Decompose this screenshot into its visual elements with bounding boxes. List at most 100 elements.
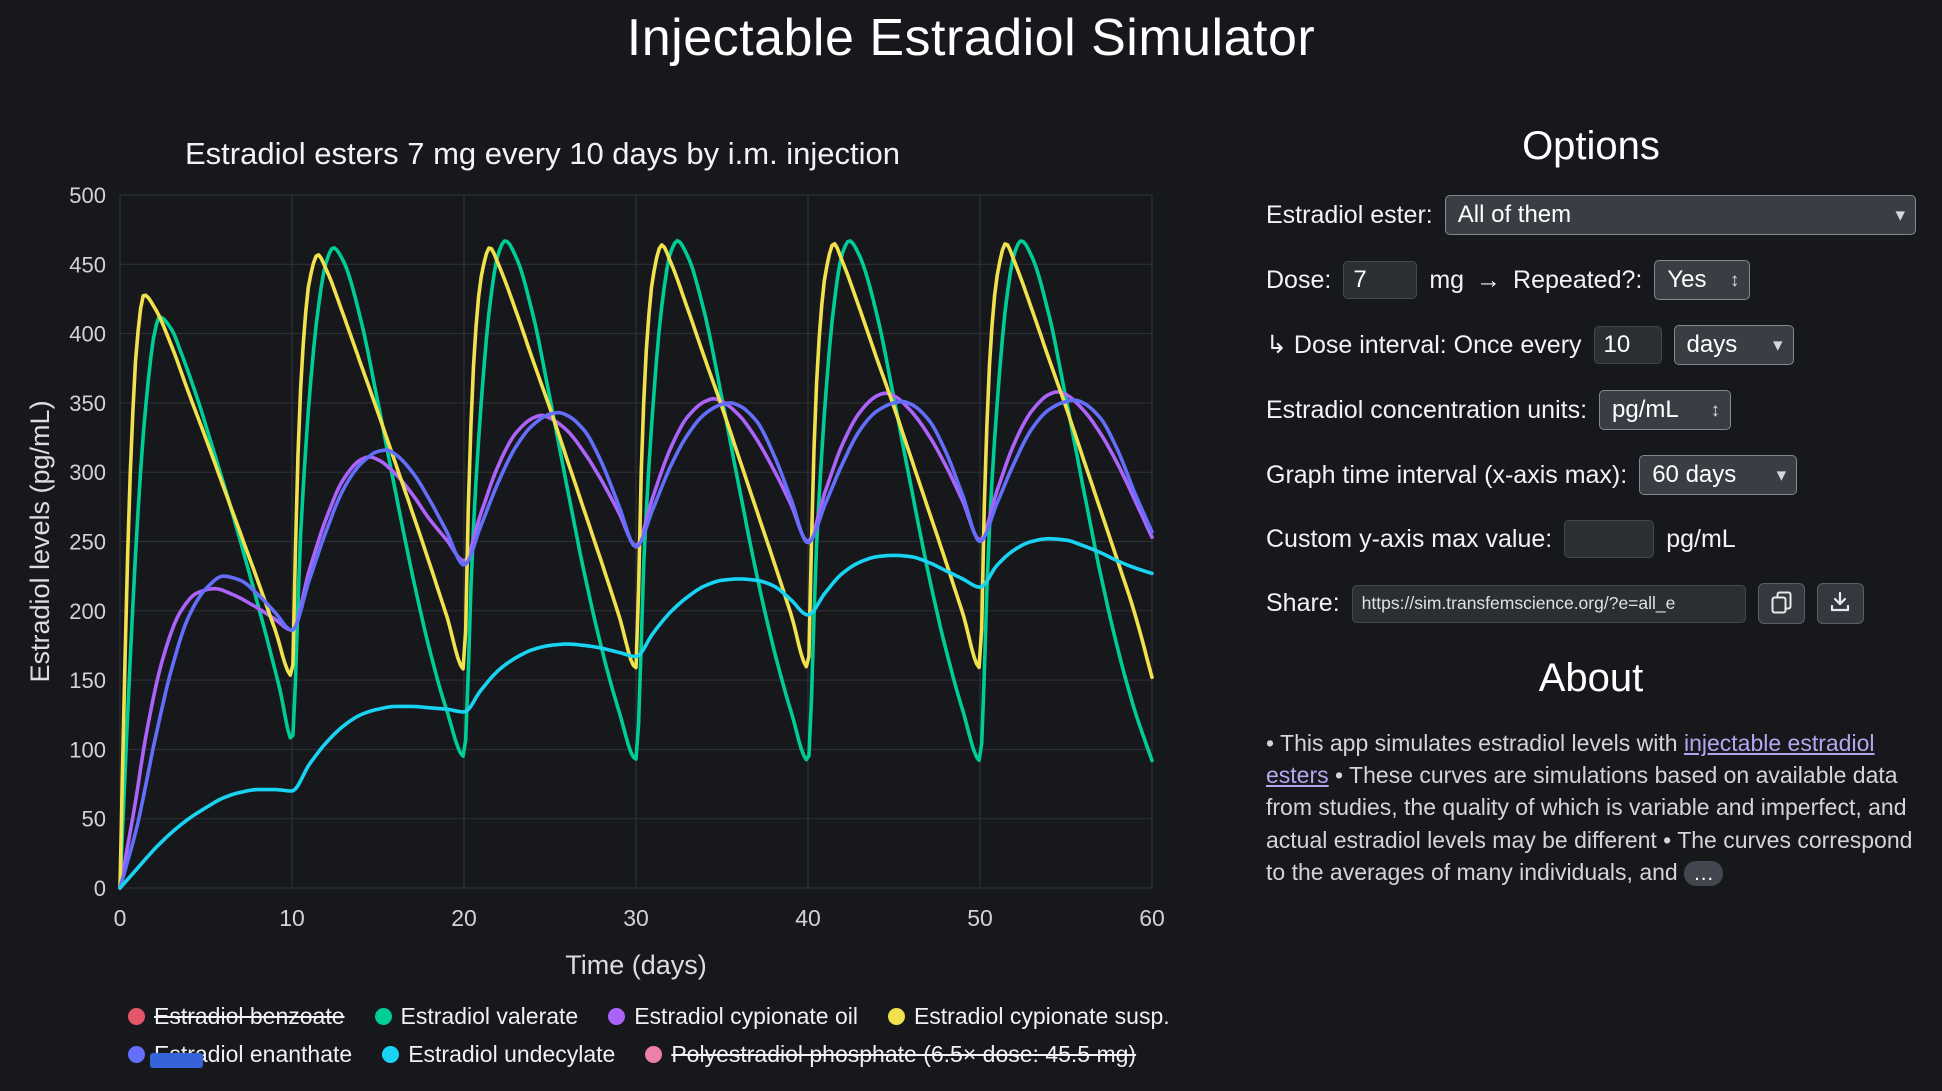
legend-item-estradiol-benzoate[interactable]: Estradiol benzoate bbox=[128, 1003, 345, 1030]
about-text-pre: • This app simulates estradiol levels wi… bbox=[1266, 730, 1684, 756]
dose-interval-unit-select[interactable]: days ▾ bbox=[1673, 325, 1794, 365]
chart-title: Estradiol esters 7 mg every 10 days by i… bbox=[185, 136, 901, 171]
legend-label: Estradiol benzoate bbox=[154, 1003, 345, 1029]
legend-marker-icon bbox=[887, 1008, 905, 1025]
chevron-down-icon: ▾ bbox=[1772, 334, 1783, 356]
y-tick-label: 400 bbox=[69, 322, 106, 347]
units-row: Estradiol concentration units: pg/mL ↕ bbox=[1266, 390, 1916, 430]
ymax-label: Custom y-axis max value: bbox=[1266, 524, 1553, 553]
ymax-row: Custom y-axis max value: pg/mL bbox=[1266, 520, 1916, 558]
legend-marker-icon bbox=[128, 1008, 145, 1025]
options-panel: Options Estradiol ester: All of them ▾ D… bbox=[1266, 124, 1916, 888]
legend-row: Estradiol enanthate Estradiol undecylate P… bbox=[128, 1041, 1170, 1068]
y-tick-label: 300 bbox=[69, 460, 106, 485]
units-select[interactable]: pg/mL ↕ bbox=[1599, 390, 1732, 430]
offscreen-partial-element[interactable] bbox=[150, 1053, 203, 1068]
copy-link-button[interactable] bbox=[1757, 583, 1805, 624]
grid bbox=[119, 194, 1153, 889]
legend-marker-icon bbox=[382, 1046, 400, 1063]
dose-interval-input[interactable] bbox=[1593, 326, 1662, 364]
x-tick-label: 0 bbox=[114, 905, 127, 931]
up-down-icon: ↕ bbox=[1710, 399, 1721, 421]
repeated-select[interactable]: Yes ↕ bbox=[1654, 260, 1751, 300]
dose-interval-label: ↳ Dose interval: Once every bbox=[1266, 331, 1582, 359]
curve-estradiol-enanthate bbox=[118, 398, 1154, 890]
about-text: • This app simulates estradiol levels wi… bbox=[1266, 727, 1916, 888]
y-tick-label: 500 bbox=[69, 183, 106, 208]
curves bbox=[118, 238, 1154, 890]
legend-item-estradiol-undecylate[interactable]: Estradiol undecylate bbox=[382, 1041, 615, 1068]
legend-label: Estradiol cypionate susp. bbox=[913, 1003, 1170, 1029]
estradiol-levels-chart[interactable]: 0 50 100 150 200 250 300 350 400 450 500 0 10 20 30 40 5… bbox=[25, 170, 1170, 1000]
ester-row: Estradiol ester: All of them ▾ bbox=[1266, 195, 1916, 235]
graph-interval-value: 60 days bbox=[1652, 461, 1737, 488]
share-row: Share: bbox=[1266, 583, 1916, 624]
legend-marker-icon bbox=[374, 1008, 392, 1025]
curve-estradiol-cypionate-susp bbox=[118, 242, 1154, 890]
dose-label: Dose: bbox=[1266, 265, 1332, 294]
graph-interval-row: Graph time interval (x-axis max): 60 day… bbox=[1266, 455, 1916, 495]
x-tick-label: 60 bbox=[1139, 905, 1165, 931]
legend-item-estradiol-cypionate-oil[interactable]: Estradiol cypionate oil bbox=[608, 1003, 858, 1030]
x-tick-label: 10 bbox=[279, 905, 305, 931]
legend-item-estradiol-cypionate-susp[interactable]: Estradiol cypionate susp. bbox=[887, 1003, 1170, 1030]
copy-icon bbox=[1770, 590, 1793, 618]
options-heading: Options bbox=[1522, 124, 1660, 168]
dose-row: Dose: mg → Repeated?: Yes ↕ bbox=[1266, 260, 1916, 300]
download-image-button[interactable] bbox=[1816, 583, 1864, 624]
ester-select[interactable]: All of them ▾ bbox=[1444, 195, 1916, 235]
graph-interval-label: Graph time interval (x-axis max): bbox=[1266, 460, 1628, 489]
ymax-unit-label: pg/mL bbox=[1666, 524, 1736, 553]
dose-interval-unit-value: days bbox=[1686, 331, 1738, 358]
dose-input[interactable] bbox=[1343, 261, 1418, 299]
y-tick-label: 200 bbox=[69, 599, 106, 624]
y-tick-label: 150 bbox=[69, 668, 106, 693]
legend-label: Estradiol valerate bbox=[400, 1003, 579, 1029]
legend-item-polyestradiol-phosphate-6-5-dose-45-5-mg[interactable]: Polyestradiol phosphate (6.5× dose: 45.5… bbox=[645, 1041, 1136, 1068]
legend-label: Estradiol undecylate bbox=[408, 1041, 616, 1067]
repeated-label: Repeated?: bbox=[1513, 265, 1643, 294]
x-axis-title: Time (days) bbox=[565, 950, 707, 980]
arrow-right-icon: → bbox=[1476, 265, 1502, 294]
y-tick-label: 0 bbox=[94, 876, 106, 901]
legend-item-estradiol-valerate[interactable]: Estradiol valerate bbox=[374, 1003, 579, 1030]
legend-row: Estradiol benzoate Estradiol valerate Estr… bbox=[128, 1003, 1170, 1030]
dose-interval-row: ↳ Dose interval: Once every days ▾ bbox=[1266, 325, 1916, 365]
share-label: Share: bbox=[1266, 589, 1340, 617]
about-heading: About bbox=[1538, 656, 1644, 700]
chart-panel: Estradiol esters 7 mg every 10 days by i… bbox=[25, 100, 1185, 1091]
legend-label: Polyestradiol phosphate (6.5× dose: 45.5… bbox=[671, 1041, 1137, 1067]
download-icon bbox=[1828, 590, 1852, 617]
axis-ticks: 0 50 100 150 200 250 300 350 400 450 500 0 10 20 30 40 5… bbox=[69, 183, 1165, 931]
legend-label: Estradiol cypionate oil bbox=[634, 1003, 858, 1029]
legend-marker-icon bbox=[645, 1046, 663, 1063]
units-select-value: pg/mL bbox=[1612, 396, 1679, 423]
x-tick-label: 50 bbox=[967, 905, 993, 931]
y-tick-label: 450 bbox=[69, 252, 106, 277]
y-tick-label: 100 bbox=[69, 737, 106, 762]
injectable-esters-link[interactable]: injectable estradiol esters bbox=[1266, 730, 1875, 789]
ester-label: Estradiol ester: bbox=[1266, 200, 1433, 229]
ymax-input[interactable] bbox=[1564, 520, 1655, 558]
plot-border bbox=[119, 194, 1153, 889]
units-label: Estradiol concentration units: bbox=[1266, 395, 1588, 424]
share-url-input[interactable] bbox=[1351, 584, 1746, 623]
repeated-select-value: Yes bbox=[1667, 266, 1707, 293]
legend-marker-icon bbox=[608, 1008, 626, 1025]
legend-marker-icon bbox=[128, 1046, 145, 1063]
expand-about-button[interactable]: … bbox=[1684, 861, 1724, 887]
chevron-down-icon: ▾ bbox=[1895, 204, 1905, 226]
chart-legend: Estradiol benzoate Estradiol valerate Estr… bbox=[128, 1003, 1170, 1068]
y-axis-title: Estradiol levels (pg/mL) bbox=[25, 400, 55, 682]
page-title: Injectable Estradiol Simulator bbox=[626, 9, 1316, 67]
x-tick-label: 30 bbox=[623, 905, 649, 931]
x-tick-label: 20 bbox=[451, 905, 477, 931]
dose-unit-label: mg bbox=[1429, 265, 1465, 294]
y-tick-label: 350 bbox=[69, 391, 106, 416]
chevron-down-icon: ▾ bbox=[1776, 464, 1787, 486]
y-tick-label: 50 bbox=[82, 807, 106, 832]
y-tick-label: 250 bbox=[69, 530, 106, 555]
graph-interval-select[interactable]: 60 days ▾ bbox=[1639, 455, 1798, 495]
curve-estradiol-undecylate bbox=[118, 536, 1154, 890]
